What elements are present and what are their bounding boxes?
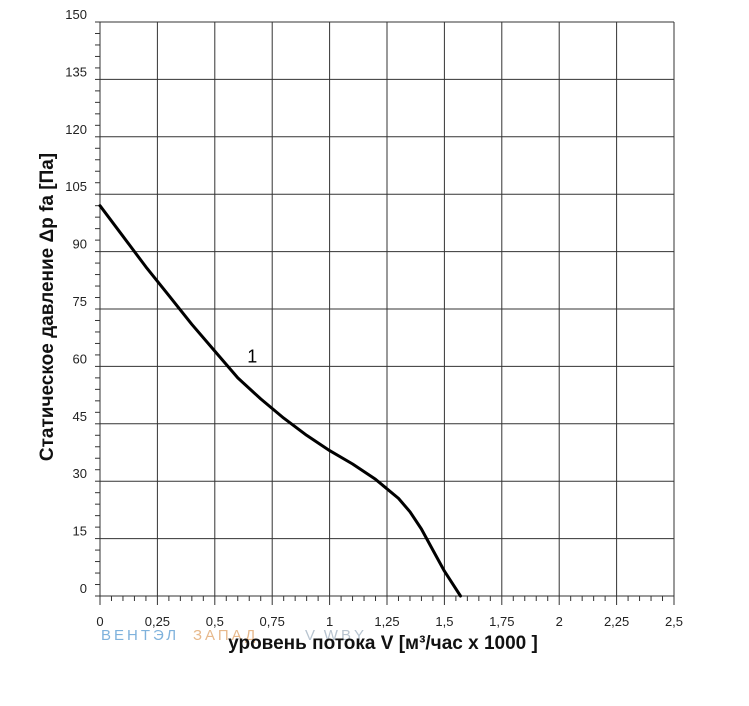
x-axis-title: уровень потока V [м³/час x 1000 ] [228, 633, 538, 654]
y-tick-labels: 0 15 30 45 60 75 90 105 120 135 150 [65, 7, 87, 596]
y-tick-label: 15 [73, 524, 87, 539]
y-tick-label: 0 [80, 581, 87, 596]
watermark-right: V.WBY [305, 627, 367, 644]
y-axis-title: Статическое давление Δp fa [Па] [37, 153, 58, 461]
x-tick-label: 0 [96, 614, 103, 629]
y-tick-label: 120 [65, 122, 87, 137]
x-tick-labels: 0 0,25 0,5 0,75 1 1,25 1,5 1,75 2 2,25 2,5 [96, 614, 683, 629]
y-tick-label: 45 [73, 409, 87, 424]
x-tick-label: 0,5 [206, 614, 224, 629]
series-line-1 [98, 204, 462, 598]
watermark-mid: ЗАПАД [193, 627, 258, 644]
x-tick-label: 2 [556, 614, 563, 629]
y-tick-label: 135 [65, 64, 87, 79]
y-tick-label: 30 [73, 466, 87, 481]
y-tick-label: 60 [73, 351, 87, 366]
y-tick-label: 75 [73, 294, 87, 309]
x-tick-label: 0,75 [260, 614, 285, 629]
grid [99, 21, 675, 597]
x-tick-label: 1,75 [489, 614, 514, 629]
x-tick-label: 1,5 [435, 614, 453, 629]
x-tick-label: 2,25 [604, 614, 629, 629]
curve-label: 1 [247, 347, 257, 367]
y-tick-label: 150 [65, 7, 87, 22]
series-layer [98, 204, 462, 598]
x-tick-label: 0,25 [145, 614, 170, 629]
y-tick-label: 105 [65, 179, 87, 194]
minor-ticks [95, 21, 675, 605]
x-tick-label: 1,25 [374, 614, 399, 629]
annotation-layer: 1 [247, 347, 257, 367]
x-tick-label: 1 [326, 614, 333, 629]
watermark-left: ВЕНТЭЛ [101, 627, 179, 644]
y-tick-label: 90 [73, 237, 87, 252]
x-tick-label: 2,5 [665, 614, 683, 629]
